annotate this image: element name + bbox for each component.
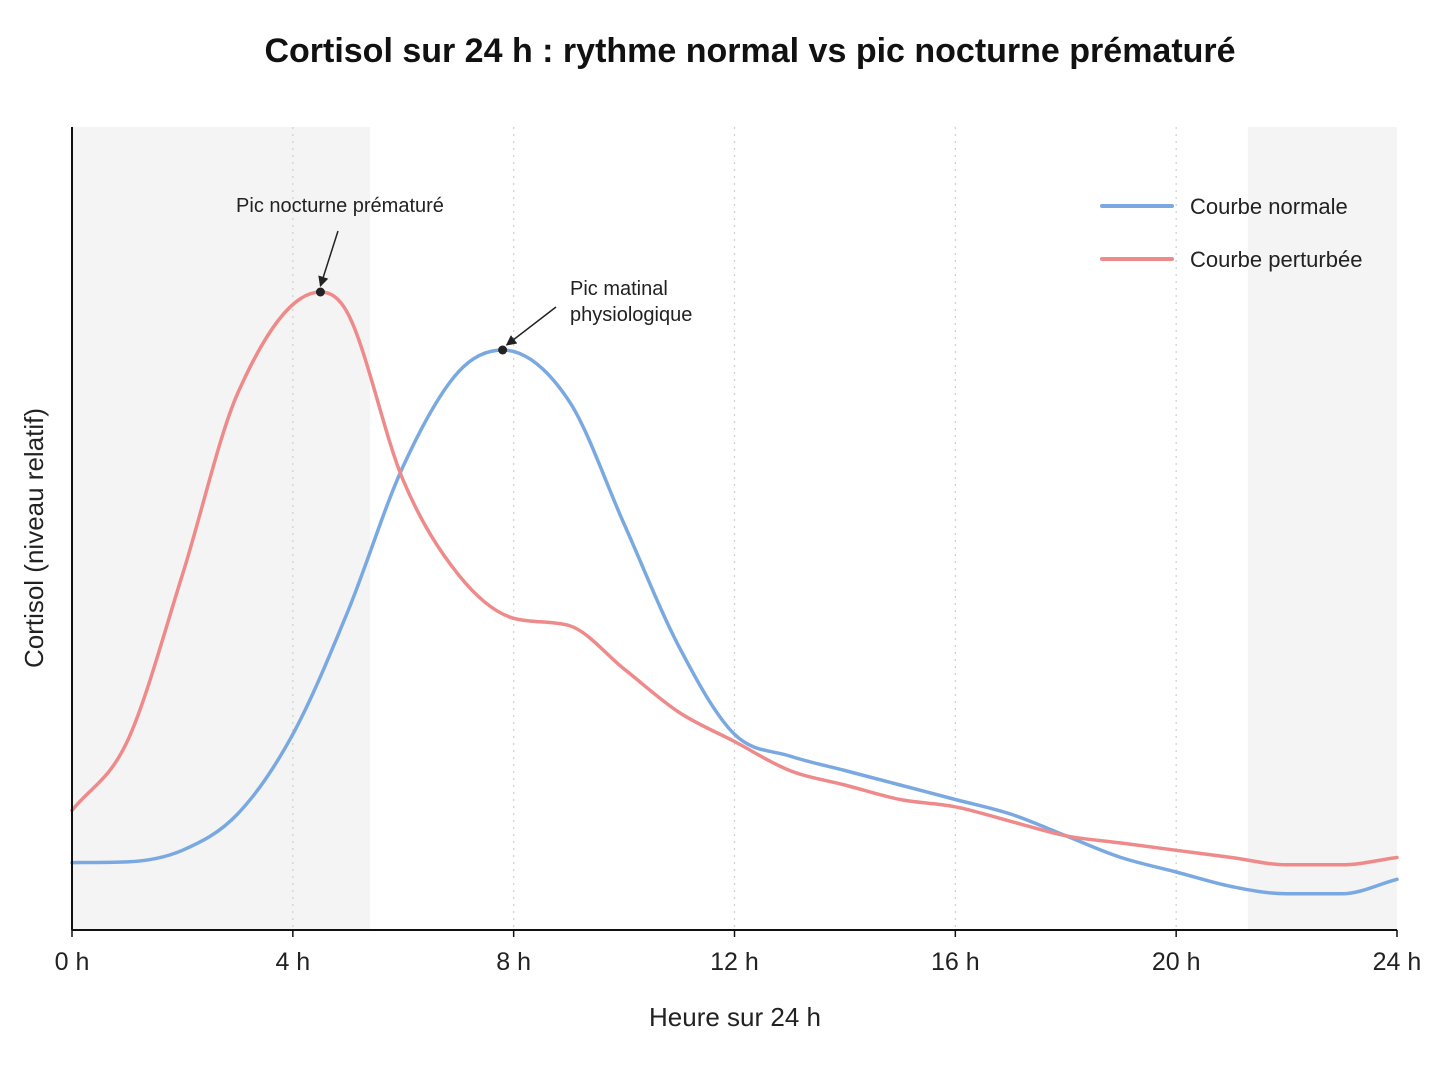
x-tick-label-1: 4 h: [275, 948, 310, 976]
annotation-label-0-0: Pic nocturne prématuré: [236, 195, 444, 217]
night-band-0: [72, 127, 371, 930]
annotations: Pic nocturne prématuré Pic matinal physiol…: [236, 195, 692, 355]
legend-label-perturbee: Courbe perturbée: [1190, 247, 1362, 272]
annotation-arrow-1: [505, 306, 557, 346]
series-line-1: [70, 290, 1399, 867]
series-lines: [70, 290, 1399, 896]
x-tick-label-4: 16 h: [931, 948, 980, 976]
series-line-0: [70, 348, 1399, 896]
annotation-label-1-0: Pic matinal: [570, 278, 668, 300]
x-axis-label: Heure sur 24 h: [649, 1002, 821, 1032]
x-tick-label-2: 8 h: [496, 948, 531, 976]
annotation-arrow-0: [318, 230, 339, 288]
annotation-label-1-1: physiologique: [570, 304, 692, 326]
grid-lines: [292, 127, 1177, 930]
annotation-dot-1: [498, 345, 508, 355]
legend-label-normale: Courbe normale: [1190, 194, 1348, 219]
x-tick-label-0: 0 h: [55, 948, 90, 976]
legend: Courbe normale Courbe perturbée: [1100, 194, 1362, 272]
x-tick-label-6: 24 h: [1373, 948, 1422, 976]
x-tick-label-3: 12 h: [710, 948, 759, 976]
y-axis-label: Cortisol (niveau relatif): [19, 408, 49, 668]
chart-title: Cortisol sur 24 h : rythme normal vs pic…: [264, 32, 1235, 70]
night-shading: [72, 127, 1397, 930]
x-ticks: 0 h 4 h 8 h 12 h 16 h 20 h 24 h: [55, 930, 1422, 976]
night-band-1: [1247, 127, 1397, 930]
x-tick-label-5: 20 h: [1152, 948, 1201, 976]
annotation-dot-0: [315, 287, 325, 297]
